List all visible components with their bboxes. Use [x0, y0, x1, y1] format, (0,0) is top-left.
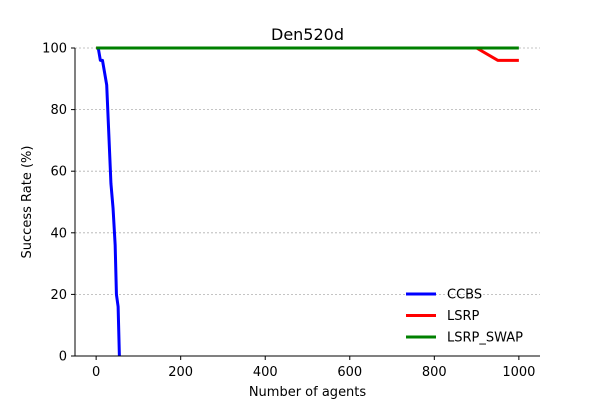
y-axis-title: Success Rate (%)	[20, 146, 35, 259]
y-tick-label: 20	[50, 288, 67, 303]
x-tick-label: 800	[422, 365, 447, 380]
y-tick-label: 40	[50, 226, 67, 241]
x-tick-label: 200	[168, 365, 193, 380]
y-tick-label: 60	[50, 165, 67, 180]
tick-labels: 0 200 400 600 800 1000 0 20 40 60 80 100	[42, 42, 535, 381]
axes	[71, 47, 540, 360]
y-tick-label: 0	[59, 350, 67, 365]
series-lines	[96, 46, 519, 357]
legend-label-lsrp-swap: LSRP_SWAP	[447, 331, 523, 346]
x-tick-label: 600	[337, 365, 362, 380]
gridlines	[75, 47, 540, 295]
x-tick-label: 1000	[502, 365, 535, 380]
x-axis-title: Number of agents	[249, 385, 367, 400]
y-tick-label: 100	[42, 42, 67, 57]
x-tick-label: 400	[253, 365, 278, 380]
legend: CCBS LSRP LSRP_SWAP	[406, 288, 523, 346]
series-line-ccbs	[96, 47, 121, 357]
series-line-lsrp	[96, 46, 519, 62]
x-tick-label: 0	[92, 365, 100, 380]
legend-label-lsrp: LSRP	[447, 309, 480, 324]
chart-title: Den520d	[271, 25, 344, 44]
y-tick-label: 80	[50, 103, 67, 118]
legend-label-ccbs: CCBS	[447, 288, 482, 303]
